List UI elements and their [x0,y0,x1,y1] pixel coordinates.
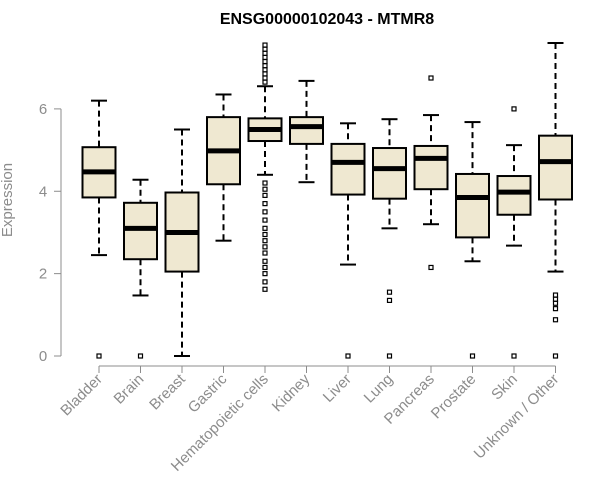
y-tick-label: 0 [39,348,47,365]
box-gastric [206,93,241,242]
x-tick-label: Breast [146,370,189,413]
outlier-point [262,238,268,244]
outlier-point [386,297,393,304]
outlier-point [262,217,268,223]
box-iqr [538,134,573,201]
outlier-point [552,353,559,359]
outlier-point [262,46,268,52]
y-tick-label: 2 [39,266,47,283]
y-axis-label: Expression [0,163,16,237]
x-tick-label: Brain [111,371,148,408]
outlier-point [262,58,268,65]
outlier-point [262,250,268,256]
outlier-point [262,264,268,271]
outlier-point [262,201,268,207]
box-breast [164,128,200,357]
box-pancreas [413,75,449,271]
outlier-point [262,279,268,285]
outlier-point [428,75,434,81]
outlier-point [552,306,559,312]
outlier-point [262,225,268,231]
outlier-point [262,180,268,186]
x-tick-label: Skin [488,371,521,404]
outlier-point [552,296,559,302]
outlier-point [262,231,268,238]
box-iqr [289,116,324,145]
box-liver [330,122,366,359]
box-iqr [413,144,449,191]
box-iqr [372,147,407,200]
outlier-point [552,317,559,323]
outlier-point [345,353,351,359]
outlier-point [469,353,476,359]
y-axis: 0 2 4 6 [39,101,62,365]
outlier-point [96,353,102,359]
boxes-group [81,42,573,359]
outlier-point [552,292,559,298]
x-tick-label: Liver [320,371,355,406]
outlier-point [428,264,434,271]
chart-title: ENSG00000102043 - MTMR8 [220,11,434,28]
box-lung [372,118,407,359]
x-tick-label: Lung [361,371,397,407]
outlier-point [262,209,268,215]
outlier-point [386,289,393,295]
outlier-point [262,71,268,77]
outlier-point [386,353,393,359]
outlier-point [262,42,268,48]
box-iqr [455,172,490,239]
outlier-point [262,75,268,81]
outlier-point [262,186,268,192]
outlier-point [511,106,517,112]
x-tick-label: Prostate [428,371,480,423]
box-iqr [330,142,366,196]
outlier-point [511,353,517,359]
x-tick-label: Kidney [269,370,314,415]
box-bladder [81,99,117,359]
outlier-point [262,79,268,85]
outlier-point [262,271,268,277]
outlier-point [262,286,268,292]
outlier-point [262,50,268,56]
box-prostate [455,121,490,359]
box-unknown-other [538,42,573,359]
y-tick-label: 4 [39,183,47,200]
box-brain [123,178,158,359]
y-tick-label: 6 [39,101,47,118]
outlier-point [262,67,268,73]
outlier-point [262,258,268,264]
outlier-point [262,63,268,69]
outlier-point [262,244,268,250]
box-iqr [496,175,532,216]
outlier-point [552,300,559,306]
x-tick-label: Bladder [57,371,106,420]
box-kidney [289,79,324,184]
outlier-point [262,54,268,61]
box-skin [496,106,532,359]
box-iqr [123,201,158,261]
outlier-point [262,192,268,198]
box-hematopoietic-cells [247,42,283,292]
outlier-point [137,353,144,359]
